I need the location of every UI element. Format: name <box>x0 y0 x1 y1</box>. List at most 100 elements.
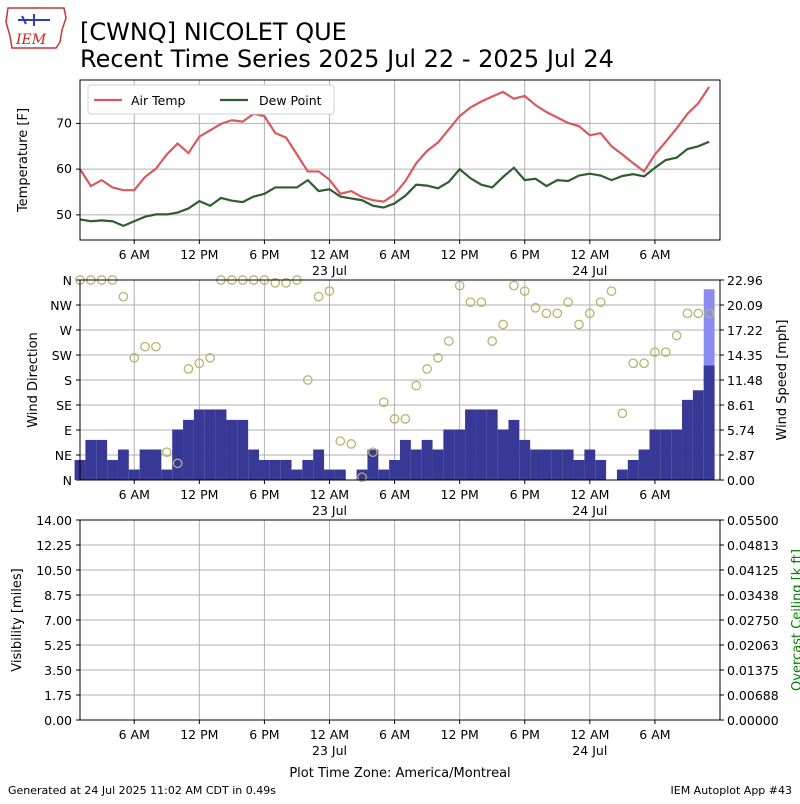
wind-direction-marker <box>140 341 150 352</box>
wind-speed-tick-label: 5.74 <box>727 423 755 438</box>
wind-speed-bar <box>248 449 259 480</box>
wind-direction-marker <box>368 447 378 458</box>
wind-speed-tick-label: 14.35 <box>727 348 763 363</box>
wind-speed-bar <box>107 459 118 480</box>
wind-direction-marker <box>378 397 389 408</box>
wind-direction-marker <box>617 408 628 419</box>
wind-speed-bar <box>638 449 650 480</box>
temperature-panel: 6 AM 12 PM 6 PM 12 AM 6 AM 12 PM 6 PM 12 AM 6 AM… <box>16 79 721 278</box>
wind-direction-marker <box>357 472 367 483</box>
vis-tick-label: 8.75 <box>44 588 72 603</box>
wind-speed-bar <box>291 469 303 480</box>
temp-day-label: 23 Jul <box>312 263 347 278</box>
vis-tick-label: 7.00 <box>44 613 72 628</box>
wind-direction-marker <box>530 302 541 313</box>
wind-speed-bar <box>671 429 683 480</box>
wind-speed-bar <box>475 409 487 480</box>
wind-direction-marker <box>433 352 443 363</box>
wind-speed-bar <box>269 459 281 480</box>
ceiling-tick-label: 0.00000 <box>727 713 779 728</box>
temp-ytick-label: 50 <box>56 207 72 222</box>
vis-xtick-label: 12 AM <box>570 727 609 742</box>
vis-ylabel: Visibility [miles] <box>10 568 25 671</box>
wind-direction-marker <box>129 352 140 363</box>
wind-speed-tick-label: 11.48 <box>727 373 763 388</box>
temp-ytick-label: 60 <box>56 161 72 176</box>
wind-speed-tick-label: 17.22 <box>727 323 763 338</box>
wind-speed-tick-label: 0.00 <box>727 473 755 488</box>
wind-speed-bar <box>443 429 455 480</box>
wind-speed-bar <box>584 449 596 480</box>
wind-direction-marker <box>389 414 400 424</box>
chart-title-period: Recent Time Series 2025 Jul 22 - 2025 Ju… <box>80 45 614 73</box>
wind-speed-bar <box>128 469 140 480</box>
wind-day-label: 24 Jul <box>572 503 607 518</box>
wind-frame <box>79 279 721 481</box>
wind-speed-ylabel: Wind Speed [mph] <box>775 320 790 441</box>
wind-xtick-label: 12 AM <box>570 487 609 502</box>
wind-day-label: 23 Jul <box>312 503 347 518</box>
wind-speed-bar <box>139 449 151 480</box>
wind-speed-bar <box>682 399 693 480</box>
wind-speed-bar <box>519 439 531 480</box>
wind-dir-tick-label: E <box>64 423 72 438</box>
vis-tick-label: 0.00 <box>44 713 72 728</box>
wind-dir-tick-label: N <box>63 273 72 288</box>
aircraft-icon <box>18 14 50 26</box>
generated-note: Generated at 24 Jul 2025 11:02 AM CDT in… <box>8 784 276 797</box>
wind-direction-marker <box>313 291 324 302</box>
wind-direction-marker <box>324 286 335 296</box>
wind-direction-marker <box>161 447 172 458</box>
ceiling-tick-label: 0.02063 <box>727 638 779 653</box>
wind-direction-marker <box>498 319 508 330</box>
wind-speed-bar <box>627 459 639 480</box>
wind-direction-marker <box>172 458 183 469</box>
legend-label-dew-point: Dew Point <box>259 93 322 108</box>
wind-direction-marker <box>476 297 487 308</box>
wind-xtick-label: 6 PM <box>249 487 279 502</box>
wind-direction-marker <box>541 308 552 319</box>
wind-direction-marker <box>574 319 584 330</box>
vis-tick-label: 1.75 <box>44 688 72 703</box>
wind-speed-tick-label: 8.61 <box>727 398 755 413</box>
wind-speed-tick-label: 20.09 <box>727 298 763 313</box>
wind-direction-marker <box>628 358 639 369</box>
wind-speed-bar <box>85 439 97 480</box>
vis-day-label: 23 Jul <box>312 743 347 758</box>
wind-direction-marker <box>650 347 660 358</box>
wind-speed-bar <box>378 469 390 480</box>
ceiling-tick-label: 0.00688 <box>727 688 779 703</box>
temp-xtick-label: 12 PM <box>441 247 479 262</box>
wind-direction-marker <box>281 277 291 288</box>
wind-direction-marker <box>422 364 432 374</box>
timezone-label: Plot Time Zone: America/Montreal <box>289 766 510 781</box>
wind-direction-marker <box>509 280 519 291</box>
wind-speed-bar <box>432 449 444 480</box>
wind-speed-bar <box>193 409 205 480</box>
app-note: IEM Autoplot App #43 <box>671 784 793 797</box>
wind-direction-marker <box>205 352 216 363</box>
vis-xtick-label: 6 AM <box>119 727 150 742</box>
wind-direction-marker <box>693 308 704 319</box>
temp-ytick-label: 70 <box>56 115 72 130</box>
ceiling-tick-label: 0.04813 <box>727 538 779 553</box>
vis-xtick-label: 12 AM <box>310 727 349 742</box>
wind-speed-bar <box>237 419 249 480</box>
chart-title-station: [CWNQ] NICOLET QUE <box>80 18 347 46</box>
ceiling-ylabel: Overcast Ceiling [k ft] <box>790 549 800 691</box>
vis-tick-label: 3.50 <box>44 663 72 678</box>
wind-speed-bar <box>660 429 672 480</box>
wind-direction-marker <box>151 341 161 352</box>
wind-dir-tick-label: N <box>63 473 72 488</box>
wind-speed-bar <box>280 459 292 480</box>
wind-speed-bar <box>595 459 607 480</box>
wind-speed-bar <box>117 449 129 480</box>
wind-speed-bar <box>454 429 466 480</box>
wind-dir-tick-label: SE <box>56 398 72 413</box>
wind-speed-bar <box>400 439 411 480</box>
wind-speed-bar <box>649 429 661 480</box>
air-temp-line <box>79 86 711 203</box>
vis-xtick-label: 6 AM <box>639 727 670 742</box>
